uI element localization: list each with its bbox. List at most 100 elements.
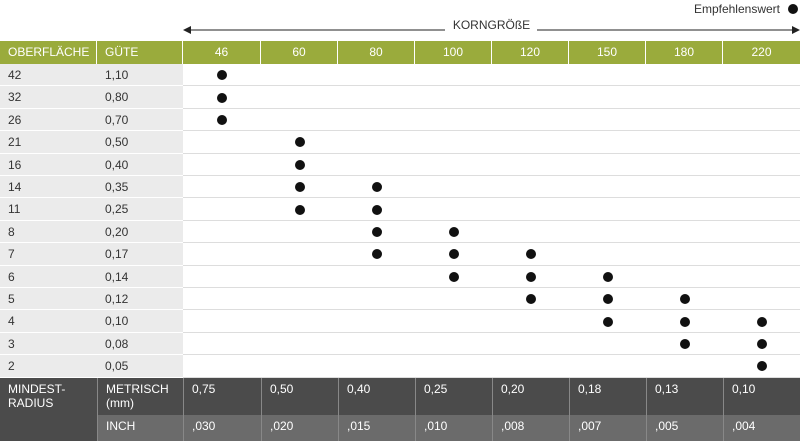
surface-cell: 8 (0, 220, 97, 244)
surface-cell: 42 (0, 64, 97, 87)
surface-cell: 14 (0, 176, 97, 199)
recommended-dot (217, 115, 227, 125)
header-cell: 150 (569, 41, 646, 64)
header-cell: 46 (183, 41, 261, 64)
surface-cell: 4 (0, 310, 97, 333)
inch-value: ,007 (569, 414, 646, 441)
recommended-dot (525, 249, 536, 260)
surface-cell: 6 (0, 265, 97, 288)
recommended-dot (756, 361, 767, 372)
row-line (183, 288, 800, 311)
surface-cell: 5 (0, 288, 97, 311)
header-cell: OBERFLÄCHE (0, 41, 97, 64)
surface-cell: 16 (0, 153, 97, 176)
surface-cell: 21 (0, 131, 97, 154)
metric-value: 0,40 (338, 377, 415, 415)
metric-label: METRISCH (mm) (97, 377, 183, 415)
recommended-dot (448, 271, 459, 282)
quality-cell: 0,14 (97, 265, 183, 288)
header-cell: 80 (338, 41, 415, 64)
row-line (183, 221, 800, 244)
row-line (183, 131, 800, 154)
header-cell: GÜTE (97, 41, 183, 64)
metric-value: 0,10 (723, 377, 800, 415)
inch-value: ,004 (723, 414, 800, 441)
metric-value: 0,18 (569, 377, 646, 415)
legend-label: Empfehlenswert (693, 2, 780, 16)
recommended-dot (602, 316, 613, 327)
row-line (183, 176, 800, 199)
footer-label: MINDEST-RADIUS (0, 377, 97, 441)
quality-cell: 0,50 (97, 131, 183, 154)
metric-value: 0,20 (492, 377, 569, 415)
inch-value: ,030 (183, 414, 261, 441)
surface-cell: 11 (0, 198, 97, 221)
row-line (183, 266, 800, 288)
metric-value: 0,13 (646, 377, 723, 415)
recommended-dot (679, 339, 690, 349)
legend-dot (788, 4, 798, 14)
recommended-dot (294, 204, 305, 215)
row-line (183, 86, 800, 109)
inch-value: ,008 (492, 414, 569, 441)
recommended-dot (371, 249, 382, 260)
header-cell: 220 (723, 41, 800, 64)
quality-cell: 0,40 (97, 153, 183, 176)
recommended-dot (679, 316, 690, 327)
recommended-dot (448, 249, 459, 260)
quality-cell: 0,35 (97, 176, 183, 199)
inch-value: ,015 (338, 414, 415, 441)
quality-cell: 0,20 (97, 220, 183, 244)
row-line (183, 310, 800, 333)
recommended-dot (217, 70, 227, 81)
row-line (183, 198, 800, 221)
header-cell: 120 (492, 41, 569, 64)
quality-cell: 0,08 (97, 332, 183, 356)
header-cell: 100 (415, 41, 492, 64)
row-line (183, 109, 800, 132)
recommended-dot (294, 182, 305, 193)
recommended-dot (448, 227, 459, 237)
header-cell: 60 (261, 41, 338, 64)
recommended-dot (756, 339, 767, 349)
inch-value: ,005 (646, 414, 723, 441)
surface-cell: 32 (0, 86, 97, 109)
inch-value: ,020 (261, 414, 338, 441)
quality-cell: 0,12 (97, 288, 183, 311)
row-line (183, 154, 800, 176)
surface-cell: 26 (0, 108, 97, 132)
recommended-dot (679, 294, 690, 305)
recommended-dot (756, 316, 767, 327)
row-line (183, 64, 800, 87)
metric-value: 0,25 (415, 377, 492, 415)
recommended-dot (294, 159, 305, 170)
quality-cell: 1,10 (97, 64, 183, 87)
surface-cell: 2 (0, 355, 97, 378)
recommended-dot (602, 294, 613, 305)
recommended-dot (525, 271, 536, 282)
axis-label: KORNGRÖßE (183, 18, 800, 32)
quality-cell: 0,70 (97, 108, 183, 132)
row-line (183, 355, 800, 378)
quality-cell: 0,17 (97, 243, 183, 266)
header-cell: 180 (646, 41, 723, 64)
recommended-dot (294, 137, 305, 148)
recommended-dot (371, 227, 382, 237)
recommended-dot (525, 294, 536, 305)
recommended-dot (602, 271, 613, 282)
quality-cell: 0,80 (97, 86, 183, 109)
axis-label-text: KORNGRÖßE (448, 18, 535, 32)
recommended-dot (217, 92, 227, 103)
recommended-dot (371, 182, 382, 193)
quality-cell: 0,05 (97, 355, 183, 378)
quality-cell: 0,25 (97, 198, 183, 221)
surface-cell: 3 (0, 332, 97, 356)
surface-cell: 7 (0, 243, 97, 266)
row-line (183, 243, 800, 266)
inch-label: INCH (97, 414, 183, 441)
inch-value: ,010 (415, 414, 492, 441)
recommended-dot (371, 204, 382, 215)
quality-cell: 0,10 (97, 310, 183, 333)
row-line (183, 333, 800, 356)
